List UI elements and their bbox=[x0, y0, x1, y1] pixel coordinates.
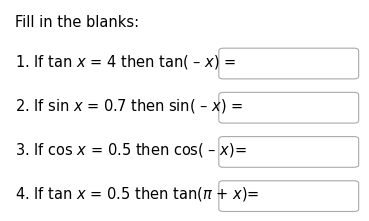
FancyBboxPatch shape bbox=[219, 92, 359, 123]
Text: 1. If tan $x$ = 4 then tan( – $x$) =: 1. If tan $x$ = 4 then tan( – $x$) = bbox=[15, 53, 236, 71]
FancyBboxPatch shape bbox=[219, 48, 359, 79]
FancyBboxPatch shape bbox=[219, 137, 359, 167]
Text: Fill in the blanks:: Fill in the blanks: bbox=[15, 15, 139, 30]
Text: 2. If sin $x$ = 0.7 then sin( – $x$) =: 2. If sin $x$ = 0.7 then sin( – $x$) = bbox=[15, 97, 243, 115]
FancyBboxPatch shape bbox=[219, 181, 359, 211]
Text: 3. If cos $x$ = 0.5 then cos( – $x$)=: 3. If cos $x$ = 0.5 then cos( – $x$)= bbox=[15, 141, 246, 159]
Text: 4. If tan $x$ = 0.5 then tan($\pi$ + $x$)=: 4. If tan $x$ = 0.5 then tan($\pi$ + $x$… bbox=[15, 185, 259, 204]
